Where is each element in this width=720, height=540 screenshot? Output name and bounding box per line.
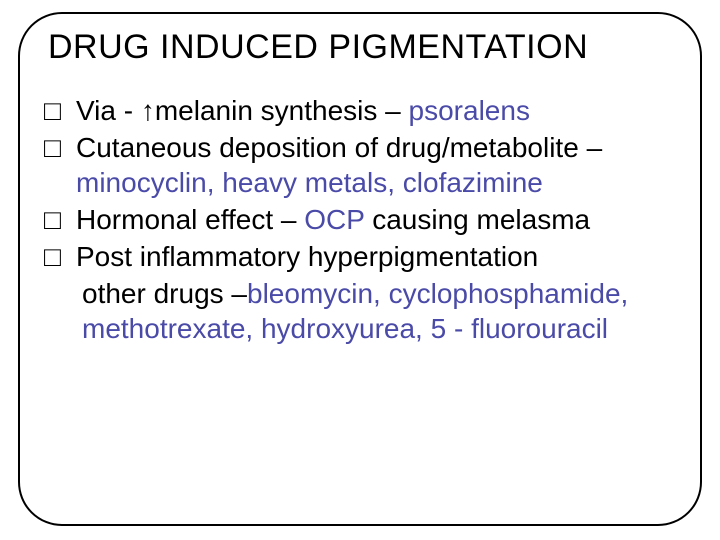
bullet-item-2: □ Cutaneous deposition of drug/metabolit… bbox=[76, 130, 672, 200]
continuation-line: other drugs –bleomycin, cyclophosphamide… bbox=[82, 276, 672, 346]
bullet-item-3: □ Hormonal effect – OCP causing melasma bbox=[76, 202, 672, 237]
item-1-text: Via - ↑melanin synthesis – bbox=[76, 95, 409, 126]
bullet-item-4: □ Post inflammatory hyperpigmentation bbox=[76, 239, 672, 274]
item-4-text: Post inflammatory hyperpigmentation bbox=[76, 241, 538, 272]
continuation-pre: other drugs – bbox=[82, 278, 247, 309]
square-bullet-icon: □ bbox=[44, 202, 61, 237]
slide-frame: DRUG INDUCED PIGMENTATION □ Via - ↑melan… bbox=[18, 12, 702, 526]
square-bullet-icon: □ bbox=[44, 130, 61, 165]
item-3-text: Hormonal effect – bbox=[76, 204, 304, 235]
bullet-item-1: □ Via - ↑melanin synthesis – psoralens bbox=[76, 93, 672, 128]
square-bullet-icon: □ bbox=[44, 93, 61, 128]
slide-title: DRUG INDUCED PIGMENTATION bbox=[48, 28, 672, 67]
item-2-text: Cutaneous deposition of drug/metabolite … bbox=[76, 132, 602, 163]
square-bullet-icon: □ bbox=[44, 239, 61, 274]
item-3-drug: OCP bbox=[304, 204, 364, 235]
slide-content: □ Via - ↑melanin synthesis – psoralens □… bbox=[48, 93, 672, 346]
item-2-drug: minocyclin, heavy metals, clofazimine bbox=[76, 167, 543, 198]
item-3-post: causing melasma bbox=[364, 204, 590, 235]
item-1-drug: psoralens bbox=[409, 95, 530, 126]
